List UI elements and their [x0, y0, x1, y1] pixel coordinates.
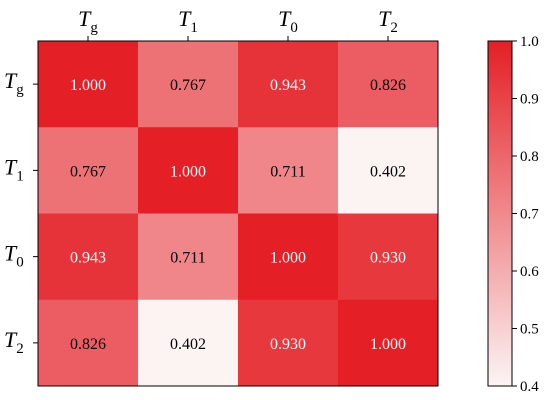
column-tick-label: T0 [278, 6, 298, 36]
cell-value-label: 0.943 [70, 250, 106, 267]
label-base: T [178, 6, 192, 31]
heatmap-cell [338, 127, 439, 214]
label-subscript: g [90, 20, 98, 36]
cell-value-label: 1.000 [170, 163, 206, 180]
cell-value-label: 0.767 [170, 77, 206, 94]
heatmap-cell [238, 41, 339, 128]
heatmap-cell [138, 213, 239, 301]
heatmap-cell [238, 213, 339, 301]
label-base: T [4, 154, 18, 179]
colorbar-tick-label: 0.8 [520, 149, 539, 165]
heatmap-cell [338, 299, 439, 387]
row-tick-label: T1 [4, 154, 24, 184]
cell-value-label: 0.930 [370, 250, 406, 267]
row-tick-label: T2 [4, 327, 24, 357]
column-tick-label: T1 [178, 6, 198, 36]
label-base: T [78, 6, 92, 31]
cell-value-label: 0.711 [270, 163, 305, 180]
label-subscript: 2 [16, 341, 24, 357]
cell-value-label: 1.000 [370, 336, 406, 353]
label-base: T [4, 68, 18, 93]
colorbar-tick-label: 0.5 [520, 322, 539, 338]
heatmap-cell [138, 127, 239, 214]
heatmap-cell [38, 213, 139, 301]
cell-value-label: 0.402 [370, 163, 406, 180]
heatmap-cell [238, 299, 339, 387]
cell-value-label: 0.930 [270, 336, 306, 353]
label-subscript: 1 [190, 20, 198, 36]
column-tick-label: Tg [78, 6, 98, 36]
cell-value-label: 0.826 [370, 77, 406, 94]
heatmap-cell [38, 127, 139, 214]
colorbar-tick-label: 0.9 [520, 92, 539, 108]
colorbar-ticks: 0.4 0.5 0.6 0.7 0.8 0.9 1.0 [512, 34, 539, 395]
label-subscript: 0 [16, 255, 24, 271]
cell-value-label: 0.711 [170, 250, 205, 267]
label-base: T [278, 6, 292, 31]
label-subscript: 1 [16, 168, 24, 184]
row-tick-label: T0 [4, 241, 24, 271]
heatmap-cell [338, 213, 439, 301]
plot-frame [37, 40, 439, 387]
heatmap-cell [38, 299, 139, 387]
cell-value-label: 1.000 [70, 77, 106, 94]
colorbar-tick-label: 0.6 [520, 264, 539, 280]
heatmap-cell [338, 41, 439, 128]
label-subscript: 0 [290, 20, 298, 36]
cell-value-label: 0.402 [170, 336, 206, 353]
heatmap-cell [138, 41, 239, 128]
label-base: T [4, 327, 18, 352]
label-base: T [4, 241, 18, 266]
heatmap-cell [138, 299, 239, 387]
heatmap-cells [38, 41, 439, 387]
colorbar [487, 40, 513, 387]
cell-value-label: 0.767 [70, 163, 106, 180]
row-tick-label: Tg [4, 68, 24, 98]
heatmap-cell [238, 127, 339, 214]
heatmap-cell [38, 41, 139, 128]
colorbar-tick-label: 1.0 [520, 34, 539, 50]
label-subscript: g [16, 82, 24, 98]
cell-value-label: 0.826 [70, 336, 106, 353]
colorbar-tick-label: 0.4 [520, 379, 539, 395]
column-ticks: Tg T1 T0 T2 [78, 6, 398, 41]
column-tick-label: T2 [378, 6, 398, 36]
colorbar-tick-label: 0.7 [520, 207, 539, 223]
label-base: T [378, 6, 392, 31]
cell-value-label: 0.943 [270, 77, 306, 94]
cell-value-label: 1.000 [270, 250, 306, 267]
heatmap-cell-labels: 1.000 0.767 0.943 0.826 0.767 1.000 0.711 0.402… [70, 77, 406, 353]
label-subscript: 2 [390, 20, 398, 36]
